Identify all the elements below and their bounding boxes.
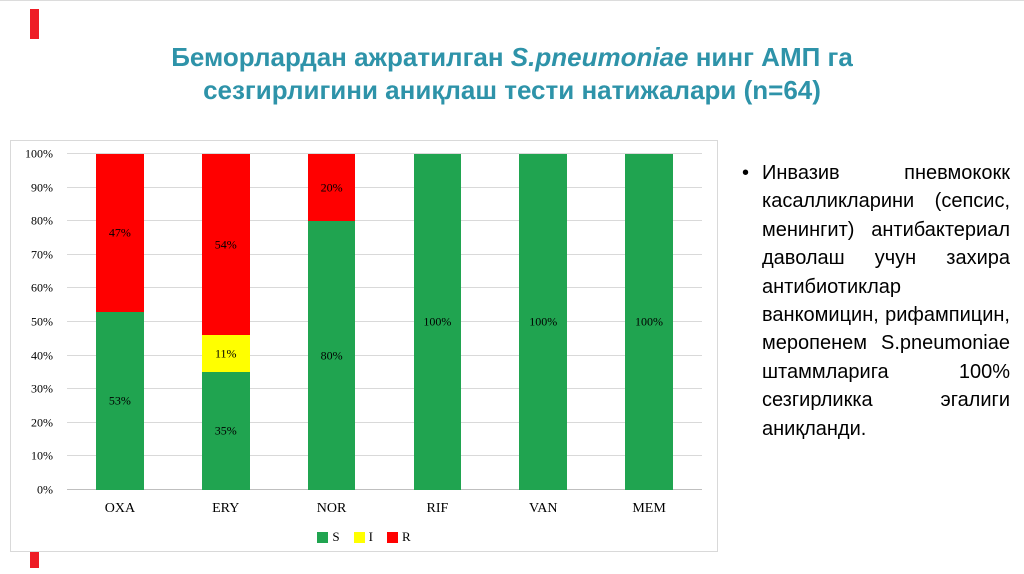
x-tick-label-nor: NOR	[316, 501, 347, 516]
x-axis: OXA ERY NOR RIF VAN MEM	[67, 497, 702, 519]
legend-swatch-i	[353, 531, 365, 543]
bar-stack-van: 100%	[519, 154, 568, 490]
y-tick-label: 20%	[31, 415, 53, 430]
gridline	[67, 354, 702, 356]
segment-value-label: 20%	[320, 180, 343, 195]
gridline	[67, 220, 702, 222]
y-tick-label: 90%	[31, 180, 53, 195]
legend-label-s: S	[332, 529, 340, 544]
y-tick-label: 50%	[31, 314, 53, 329]
bar-mem: 100%	[596, 154, 702, 490]
bar-stack-mem: 100%	[625, 154, 673, 490]
gridline	[67, 153, 702, 154]
title-italic-species: S.pneumoniae	[510, 42, 689, 72]
slide-accent-top	[30, 9, 39, 39]
bar-stack-rif: 100%	[413, 154, 462, 490]
y-axis: 0% 10% 20% 30% 40% 50% 60% 70% 80% 90% 100%	[11, 147, 61, 497]
segment-i-ery: 11%	[201, 335, 250, 373]
y-tick-label: 10%	[31, 448, 53, 463]
segment-r-nor: 20%	[307, 154, 356, 222]
y-tick-label: 30%	[31, 381, 53, 396]
legend-item-i: I	[353, 529, 373, 545]
segment-s-nor: 80%	[307, 221, 356, 490]
bar-ery: 35% 11% 54%	[173, 154, 279, 490]
gridline	[67, 388, 702, 390]
segment-value-label: 100%	[529, 314, 558, 329]
legend-item-r: R	[386, 529, 411, 545]
slide-accent-bottom	[30, 538, 39, 568]
y-tick-label: 40%	[31, 348, 53, 363]
segment-s-van: 100%	[519, 154, 568, 490]
segment-value-label: 100%	[635, 314, 664, 329]
y-tick-label: 0%	[37, 482, 53, 497]
y-tick-label: 70%	[31, 247, 53, 262]
slide-title: Беморлардан ажратилган S.pneumoniae нинг…	[122, 41, 902, 108]
x-tick-label-van: VAN	[528, 501, 558, 516]
segment-value-label: 11%	[214, 346, 237, 361]
x-tick-label-oxa: OXA	[104, 501, 136, 516]
bar-rif: 100%	[384, 154, 490, 490]
gridline	[67, 455, 702, 457]
y-tick-label: 60%	[31, 280, 53, 295]
gridline	[67, 287, 702, 289]
bullet-list: • Инвазив пневмококк касалликларини (сеп…	[742, 159, 1010, 443]
legend-swatch-r	[386, 531, 398, 543]
gridline	[67, 321, 702, 322]
segment-value-label: 100%	[423, 314, 452, 329]
bar-stack-oxa: 53% 47%	[96, 154, 144, 490]
segment-s-mem: 100%	[625, 154, 673, 490]
bullet-marker: •	[742, 162, 750, 184]
stacked-bar-chart: 0% 10% 20% 30% 40% 50% 60% 70% 80% 90% 100% 53% 47%…	[10, 140, 718, 552]
x-tick-label-rif: RIF	[426, 501, 449, 516]
bar-stack-ery: 35% 11% 54%	[201, 154, 250, 490]
title-suffix: нинг АМП га сезгирлигини аниқлаш тести н…	[203, 42, 853, 106]
legend-swatch-s	[317, 531, 329, 543]
gridline	[67, 421, 702, 423]
segment-r-oxa: 47%	[96, 154, 144, 312]
gridline	[67, 186, 702, 188]
bar-van: 100%	[490, 154, 596, 490]
bar-oxa: 53% 47%	[67, 154, 173, 490]
bullet-text: Инвазив пневмококк касалликларини (сепси…	[762, 162, 1010, 440]
legend-item-s: S	[317, 529, 340, 545]
plot-area: 53% 47% 35% 11% 54% 80% 20% 100% 100% 100%	[67, 153, 702, 490]
segment-s-ery: 35%	[201, 372, 250, 490]
segment-value-label: 35%	[214, 423, 237, 438]
legend-label-i: I	[368, 529, 373, 544]
segment-value-label: 47%	[108, 225, 131, 240]
segment-s-oxa: 53%	[96, 311, 144, 490]
segment-value-label: 54%	[214, 237, 237, 252]
bars-row: 53% 47% 35% 11% 54% 80% 20% 100% 100% 100%	[67, 154, 702, 490]
bar-nor: 80% 20%	[279, 154, 385, 490]
x-tick-label-ery: ERY	[212, 501, 240, 516]
segment-value-label: 80%	[320, 348, 343, 363]
y-tick-label: 100%	[25, 146, 53, 161]
legend-label-r: R	[401, 529, 411, 544]
bar-stack-nor: 80% 20%	[307, 154, 356, 490]
segment-s-rif: 100%	[413, 154, 462, 490]
gridline	[67, 489, 702, 490]
gridline	[67, 253, 702, 255]
x-tick-label-mem: MEM	[632, 501, 666, 516]
title-prefix: Беморлардан ажратилган	[171, 42, 511, 72]
y-tick-label: 80%	[31, 213, 53, 228]
segment-r-ery: 54%	[201, 154, 250, 336]
segment-value-label: 53%	[108, 393, 131, 408]
